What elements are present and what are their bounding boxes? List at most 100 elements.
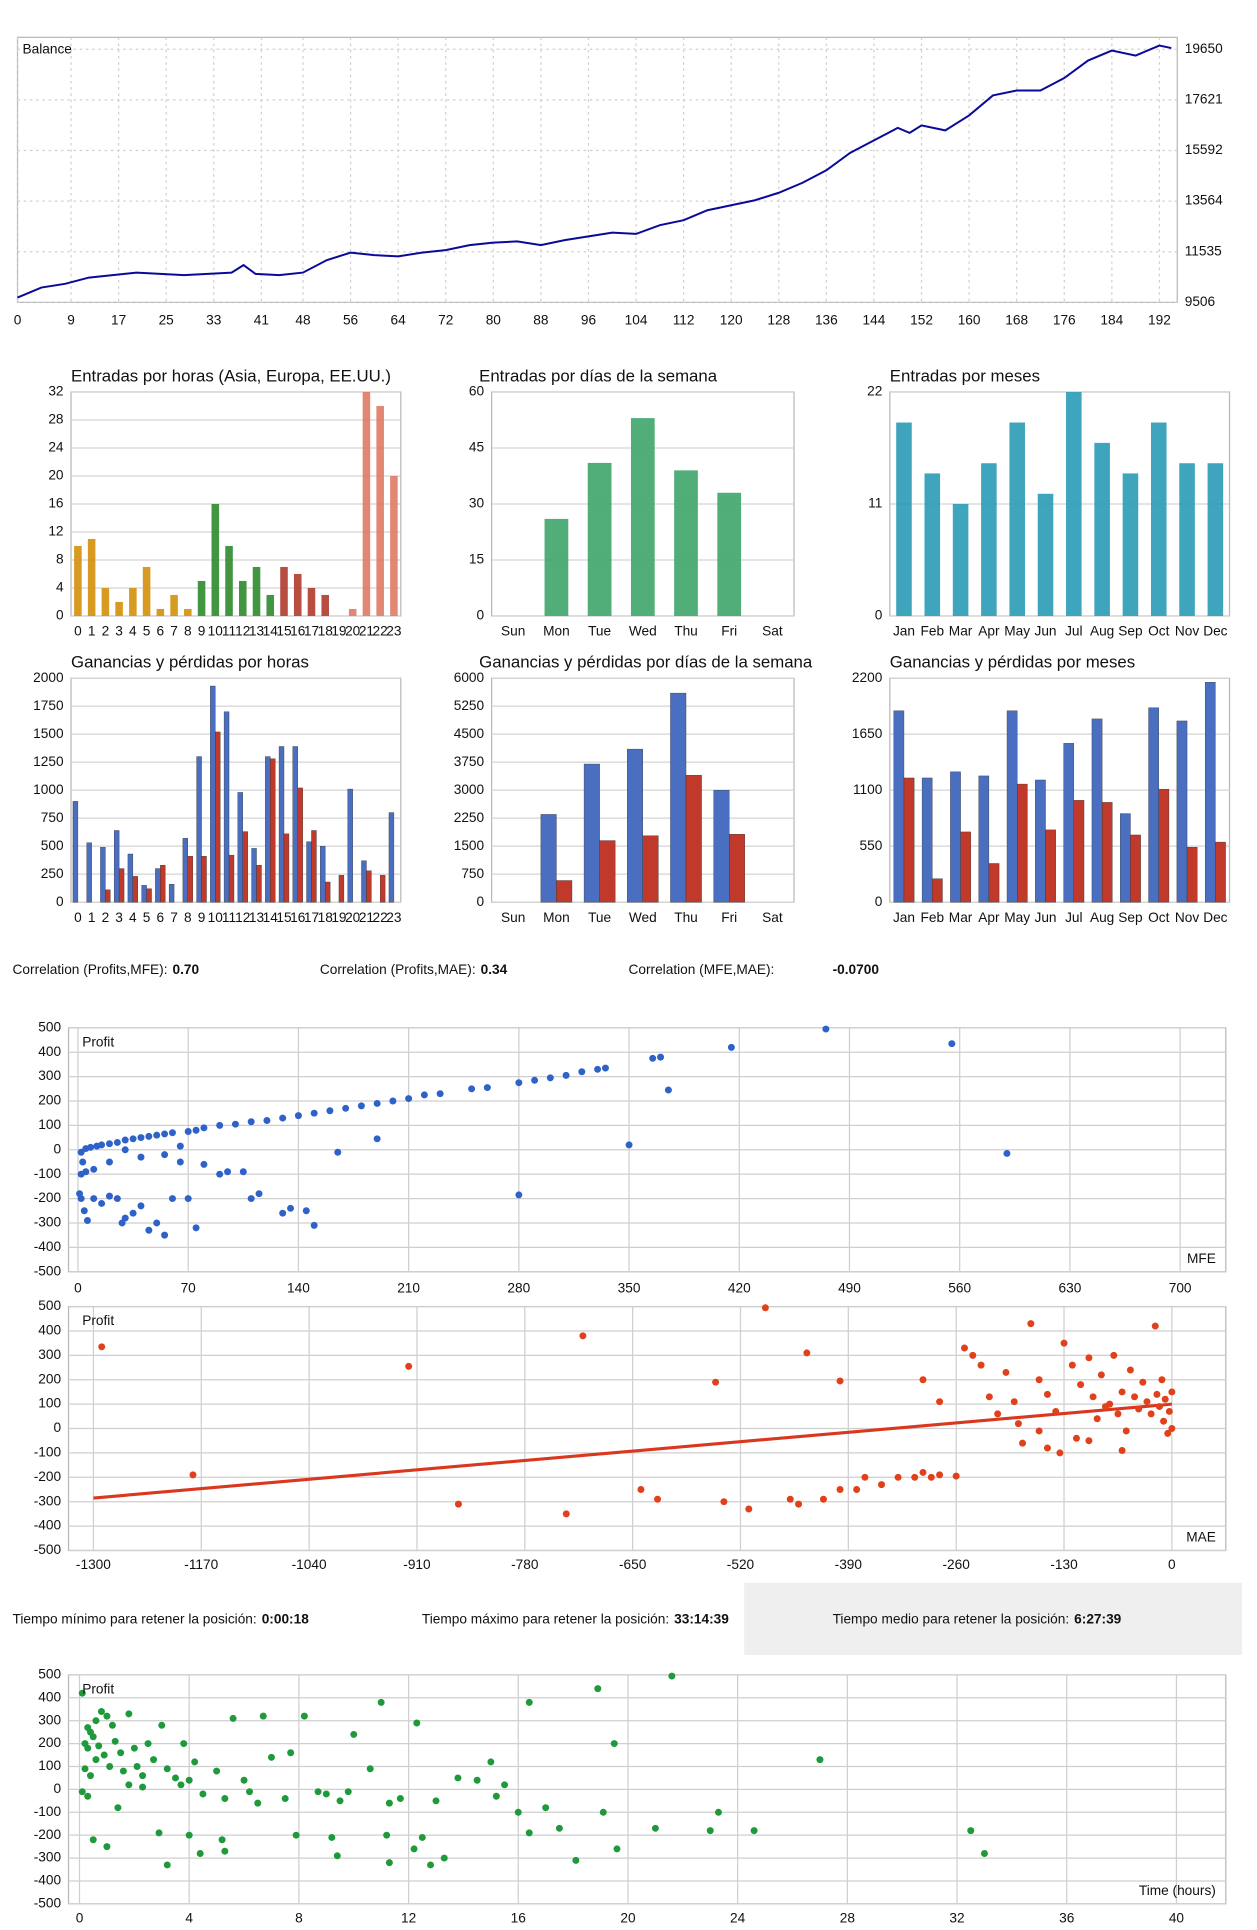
y-tick-label: -400 [34,1873,62,1888]
bar [1179,463,1195,616]
bar [1122,473,1139,616]
bar [366,870,372,903]
bar [376,405,384,616]
scatter-point [1168,1388,1176,1396]
scatter-point [919,1468,927,1476]
scatter-point [106,1763,114,1770]
scatter-point [410,1845,418,1853]
scatter-point [77,1195,85,1203]
x-tick-label: -910 [403,1557,431,1572]
x-tick-label: -130 [1050,1557,1078,1572]
x-tick-label: 9 [198,910,206,925]
scatter-point [468,1085,476,1093]
chart-title: Entradas por horas (Asia, Europa, EE.UU.… [71,366,391,385]
x-tick-label: Thu [674,910,698,925]
y-tick-label: 11535 [1185,243,1222,258]
scatter-point [84,1744,92,1752]
y-tick-label: 30 [469,496,485,511]
bar [307,587,316,616]
x-tick-label: 20 [345,624,361,639]
bar [361,860,367,903]
x-tick-label: 22 [373,624,388,639]
bar [670,692,687,903]
scatter-point [78,1689,86,1697]
scatter-point [1072,1434,1080,1442]
bar [1037,493,1054,616]
bar [599,840,616,903]
x-tick-label: 96 [581,313,596,328]
x-tick-label: Sep [1118,624,1143,639]
x-tick-label: Aug [1090,910,1114,925]
scatter-point [786,1495,794,1503]
bar [156,608,165,616]
scatter-point [1077,1381,1085,1389]
x-tick-label: 168 [1005,313,1028,328]
x-tick-label: 0 [74,1281,82,1296]
scatter-point [279,1209,287,1217]
scatter-point [221,1795,229,1803]
scatter-point [119,1767,127,1775]
y-tick-label: 19650 [1185,41,1223,56]
scatter-point [745,1505,753,1513]
scatter-point [420,1091,428,1099]
x-tick-label: -260 [942,1557,970,1572]
x-tick-label: May [1004,910,1030,925]
scatter-point [158,1721,166,1729]
x-axis-label: Time (hours) [1139,1883,1216,1898]
scatter-point [279,1114,287,1122]
scatter-point [216,1170,224,1178]
hold_times-value: 33:14:39 [674,1612,729,1627]
x-tick-label: -1170 [184,1557,218,1572]
scatter-point [161,1130,169,1138]
scatter-point [129,1135,137,1143]
x-tick-label: Fri [721,910,737,925]
x-tick-label: 70 [181,1281,197,1296]
bar [685,775,702,903]
bar [981,463,997,616]
x-tick-label: -520 [727,1557,755,1572]
x-tick-label: 22 [373,910,388,925]
x-tick-label: 350 [618,1281,641,1296]
scatter-point [145,1226,153,1234]
scatter-point [1126,1366,1134,1374]
bar [896,422,912,616]
scatter-point [712,1378,720,1386]
chart-title: Balance [22,41,71,56]
scatter-point [189,1471,197,1479]
x-tick-label: Thu [674,624,698,639]
bar [127,853,134,903]
bar [225,545,233,616]
y-tick-label: 1500 [454,838,485,853]
y-tick-label: 4500 [454,726,485,741]
x-tick-label: 420 [728,1281,751,1296]
correlations-label: Correlation (MFE,MAE): [628,962,774,977]
scatter-point [413,1719,421,1727]
x-axis-label: MFE [1187,1251,1216,1266]
scatter-point [1153,1390,1161,1398]
scatter-point [287,1204,295,1212]
y-tick-label: -300 [34,1215,62,1230]
x-tick-label: Mar [949,910,973,925]
y-tick-label: 0 [56,608,64,623]
y-tick-label: 750 [461,866,484,881]
scatter-point [383,1831,391,1839]
scatter-point [105,1140,113,1148]
scatter-point [579,1332,587,1340]
x-tick-label: Oct [1148,624,1169,639]
y-tick-label: 0 [875,894,883,909]
scatter-point [1043,1390,1051,1398]
bar [86,842,92,903]
scatter-point [822,1025,830,1033]
y-tick-label: 2000 [33,670,64,685]
x-tick-label: 2 [102,910,110,925]
bar [893,710,905,903]
bar [1066,391,1082,616]
scatter-point [224,1168,232,1176]
scatter-point [836,1486,844,1493]
bar [630,418,655,616]
x-tick-label: 17 [111,313,126,328]
scatter-point [562,1071,570,1079]
scatter-point [936,1471,944,1479]
y-tick-label: -500 [34,1542,62,1557]
x-tick-label: Jan [893,624,915,639]
